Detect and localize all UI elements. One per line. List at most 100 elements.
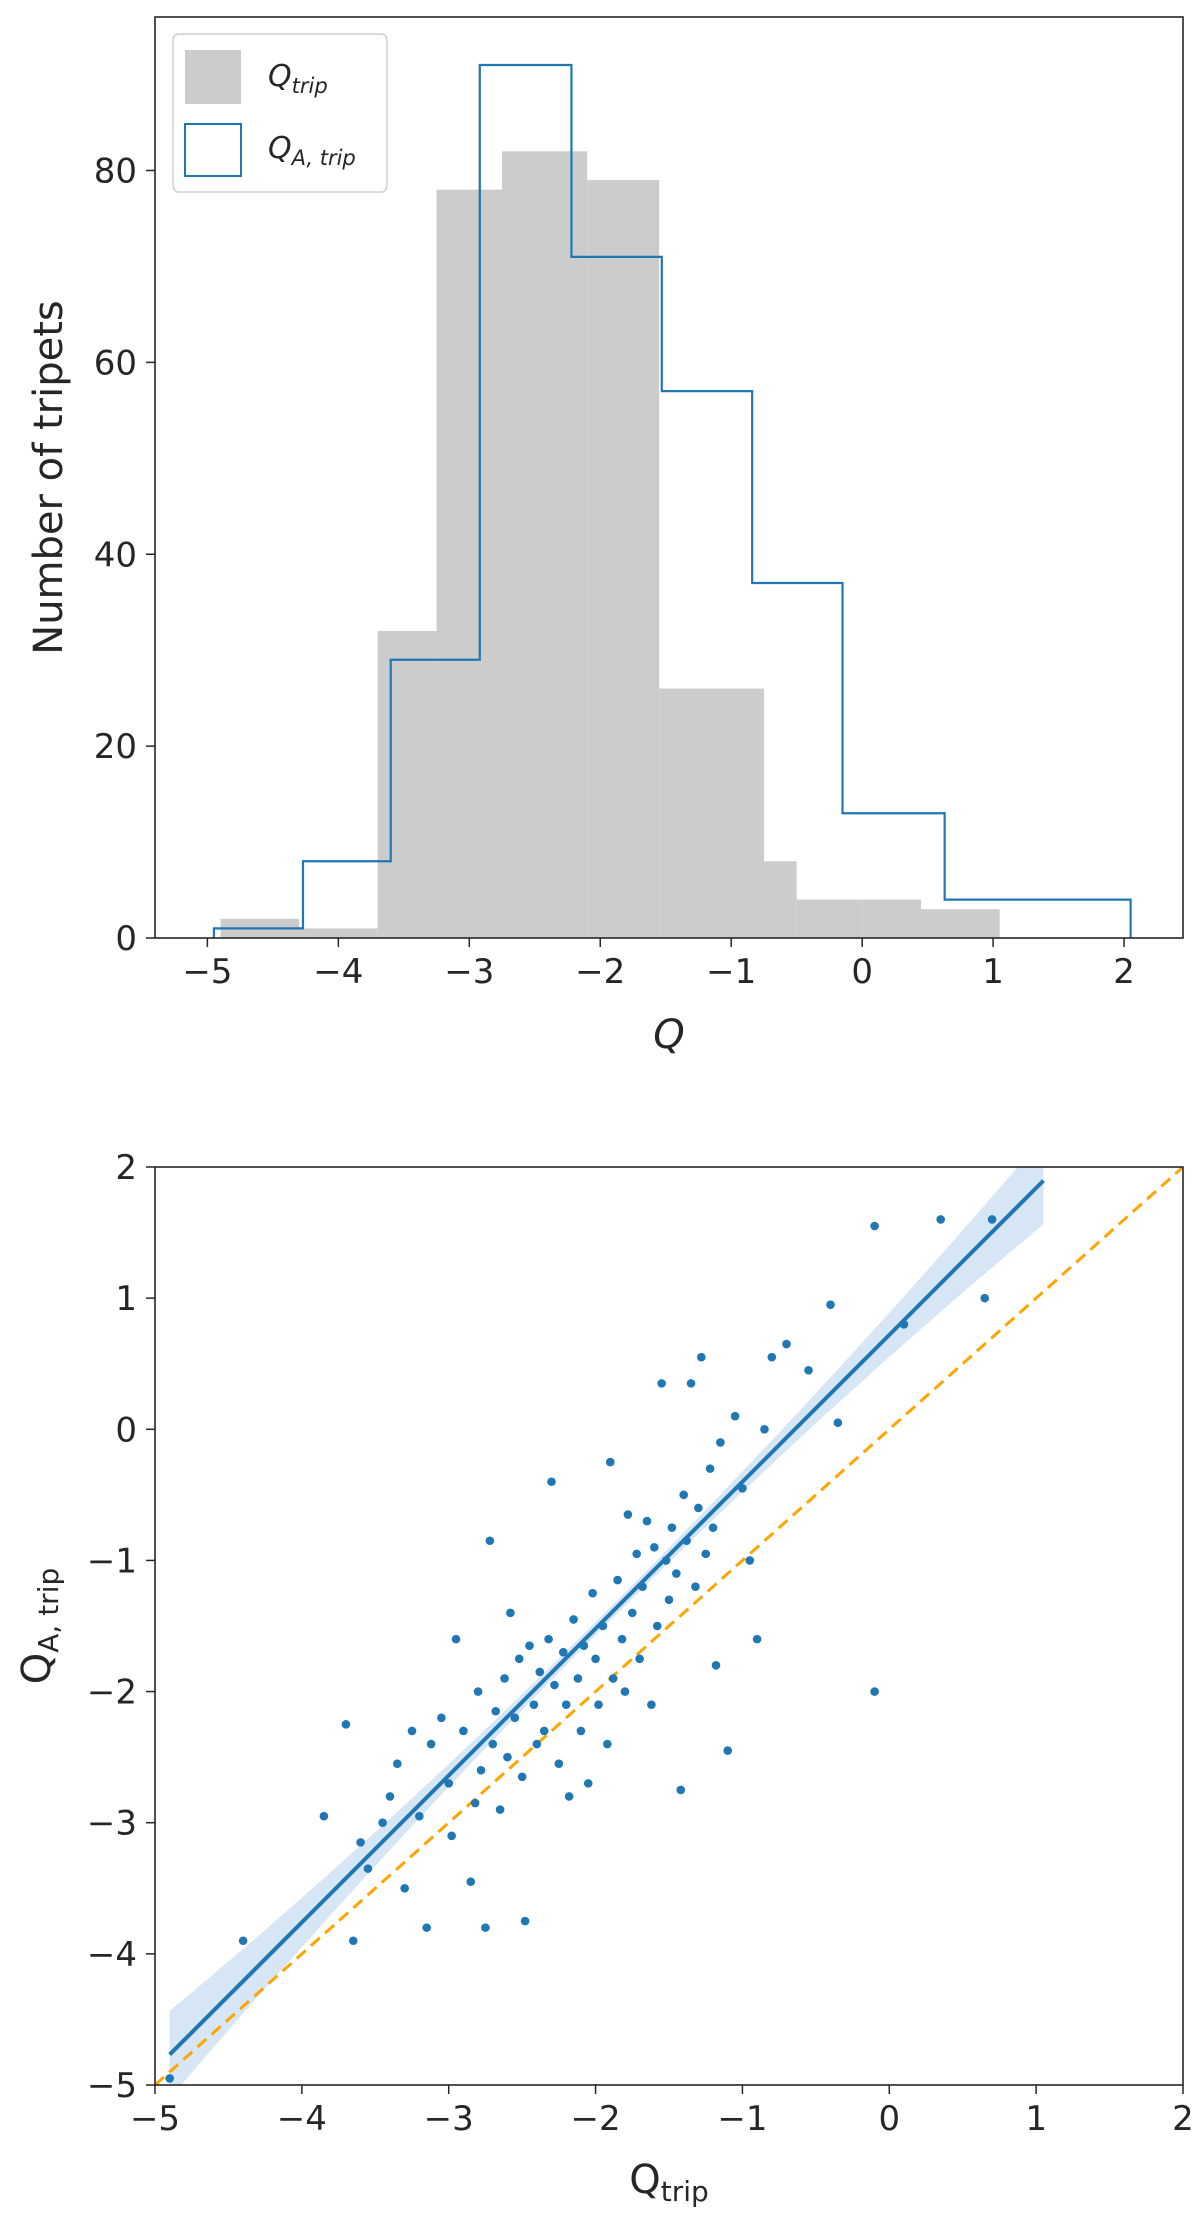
- regression-line: [168, 1179, 1045, 2056]
- scatter-point: [529, 1700, 539, 1709]
- scatter-point: [476, 1765, 486, 1775]
- scatter-point: [870, 1687, 879, 1696]
- histogram-bar-q-trip: [921, 909, 1000, 938]
- scatter-point: [363, 1864, 373, 1873]
- scatter-plot-area: [155, 1167, 1183, 2085]
- histogram-bar-q-trip: [862, 899, 922, 938]
- scatter-point: [466, 1877, 476, 1887]
- scatter-point: [561, 1700, 571, 1709]
- scatter-point: [500, 1674, 509, 1683]
- scatter-point: [535, 1667, 545, 1677]
- scatter-chart: −5 −4 −3 −2 −1 0 1 2 −5 −4 −3 −2 −1 0 1 2 Qtrip QA, trip: [14, 1148, 1194, 2208]
- scatter-point: [672, 1569, 681, 1578]
- y-tick-label: 0: [115, 919, 137, 959]
- scatter-point: [544, 1634, 553, 1644]
- scatter-point: [319, 1811, 329, 1821]
- scatter-point: [708, 1523, 718, 1532]
- y-tick-label: 1: [115, 1279, 137, 1319]
- scatter-point: [583, 1779, 593, 1788]
- scatter-point: [691, 1582, 700, 1591]
- scatter-point: [650, 1543, 659, 1552]
- scatter-point: [694, 1503, 703, 1513]
- identity-line: [155, 1167, 1183, 2085]
- scatter-point: [635, 1654, 644, 1664]
- y-tick-label: 80: [94, 152, 137, 192]
- scatter-point: [415, 1811, 424, 1821]
- scatter-point: [400, 1883, 409, 1893]
- scatter-point: [936, 1215, 945, 1224]
- scatter-point: [539, 1726, 549, 1736]
- scatter-point: [238, 1936, 248, 1946]
- histogram-bar-q-trip: [763, 861, 797, 938]
- scatter-point: [525, 1641, 534, 1650]
- x-tick-label: −3: [444, 952, 494, 992]
- scatter-point: [664, 1595, 674, 1605]
- scatter-point: [613, 1575, 622, 1585]
- x-tick-label: −2: [571, 2099, 621, 2139]
- x-axis-label: Q: [653, 1012, 684, 1058]
- x-tick-label: −2: [575, 952, 625, 992]
- scatter-point: [503, 1752, 512, 1762]
- scatter-point: [517, 1772, 527, 1782]
- scatter-point: [385, 1792, 395, 1801]
- x-tick-label: −5: [130, 2099, 180, 2139]
- scatter-point: [705, 1464, 715, 1473]
- x-tick-label: −1: [706, 952, 756, 992]
- scatter-point: [532, 1739, 542, 1749]
- histogram-bar-q-trip: [685, 688, 764, 938]
- scatter-point: [745, 1556, 755, 1565]
- scatter-point: [980, 1293, 990, 1303]
- plot-frame: [154, 16, 1184, 939]
- histogram-bar-q-trip: [377, 631, 437, 938]
- y-tick-label: 60: [94, 343, 137, 383]
- scatter-point: [617, 1634, 627, 1644]
- scatter-point: [341, 1720, 351, 1729]
- y-tick-label: −1: [87, 1541, 137, 1581]
- scatter-point: [632, 1549, 641, 1559]
- scatter-point: [870, 1221, 879, 1231]
- scatter-point: [488, 1739, 498, 1749]
- x-tick-label: 0: [851, 952, 873, 992]
- scatter-point: [804, 1365, 813, 1375]
- scatter-point: [165, 2074, 174, 2083]
- scatter-point: [558, 1647, 568, 1657]
- scatter-point: [679, 1490, 688, 1500]
- x-tick-label: −3: [424, 2099, 474, 2139]
- scatter-point: [576, 1726, 586, 1736]
- x-tick-label: −5: [182, 952, 232, 992]
- plot-frame: [154, 1166, 1184, 2086]
- legend-label-q-a-trip: QA, trip: [268, 131, 356, 170]
- scatter-point: [564, 1792, 574, 1801]
- scatter-point: [514, 1654, 524, 1664]
- scatter-point: [437, 1713, 446, 1723]
- scatter-point: [378, 1818, 387, 1828]
- scatter-point: [393, 1759, 402, 1768]
- scatter-point: [451, 1634, 461, 1644]
- scatter-point: [485, 1536, 495, 1546]
- x-tick-label: 0: [878, 2099, 900, 2139]
- scatter-point: [676, 1785, 686, 1795]
- legend-label-q-trip: Qtrip: [268, 59, 328, 98]
- scatter-point: [547, 1477, 556, 1487]
- scatter-point: [569, 1615, 578, 1624]
- scatter-point: [573, 1674, 583, 1683]
- scatter-point: [627, 1608, 637, 1618]
- scatter-point: [987, 1215, 997, 1224]
- histogram-bar-q-trip: [659, 688, 686, 938]
- scatter-point: [510, 1713, 520, 1723]
- scatter-point: [608, 1674, 618, 1683]
- scatter-point: [473, 1687, 483, 1696]
- y-tick-label: 20: [94, 727, 137, 767]
- x-tick-label: −1: [717, 2099, 767, 2139]
- legend-swatch-q-a-trip: [184, 123, 242, 177]
- histogram-bar-q-trip: [796, 899, 863, 938]
- scatter-point: [723, 1746, 733, 1755]
- x-tick-label: 2: [1172, 2099, 1194, 2139]
- x-tick-label: 1: [982, 952, 1004, 992]
- scatter-point: [652, 1621, 662, 1631]
- histogram-bar-q-trip: [436, 189, 503, 938]
- scatter-point: [459, 1726, 468, 1736]
- scatter-point: [426, 1739, 436, 1749]
